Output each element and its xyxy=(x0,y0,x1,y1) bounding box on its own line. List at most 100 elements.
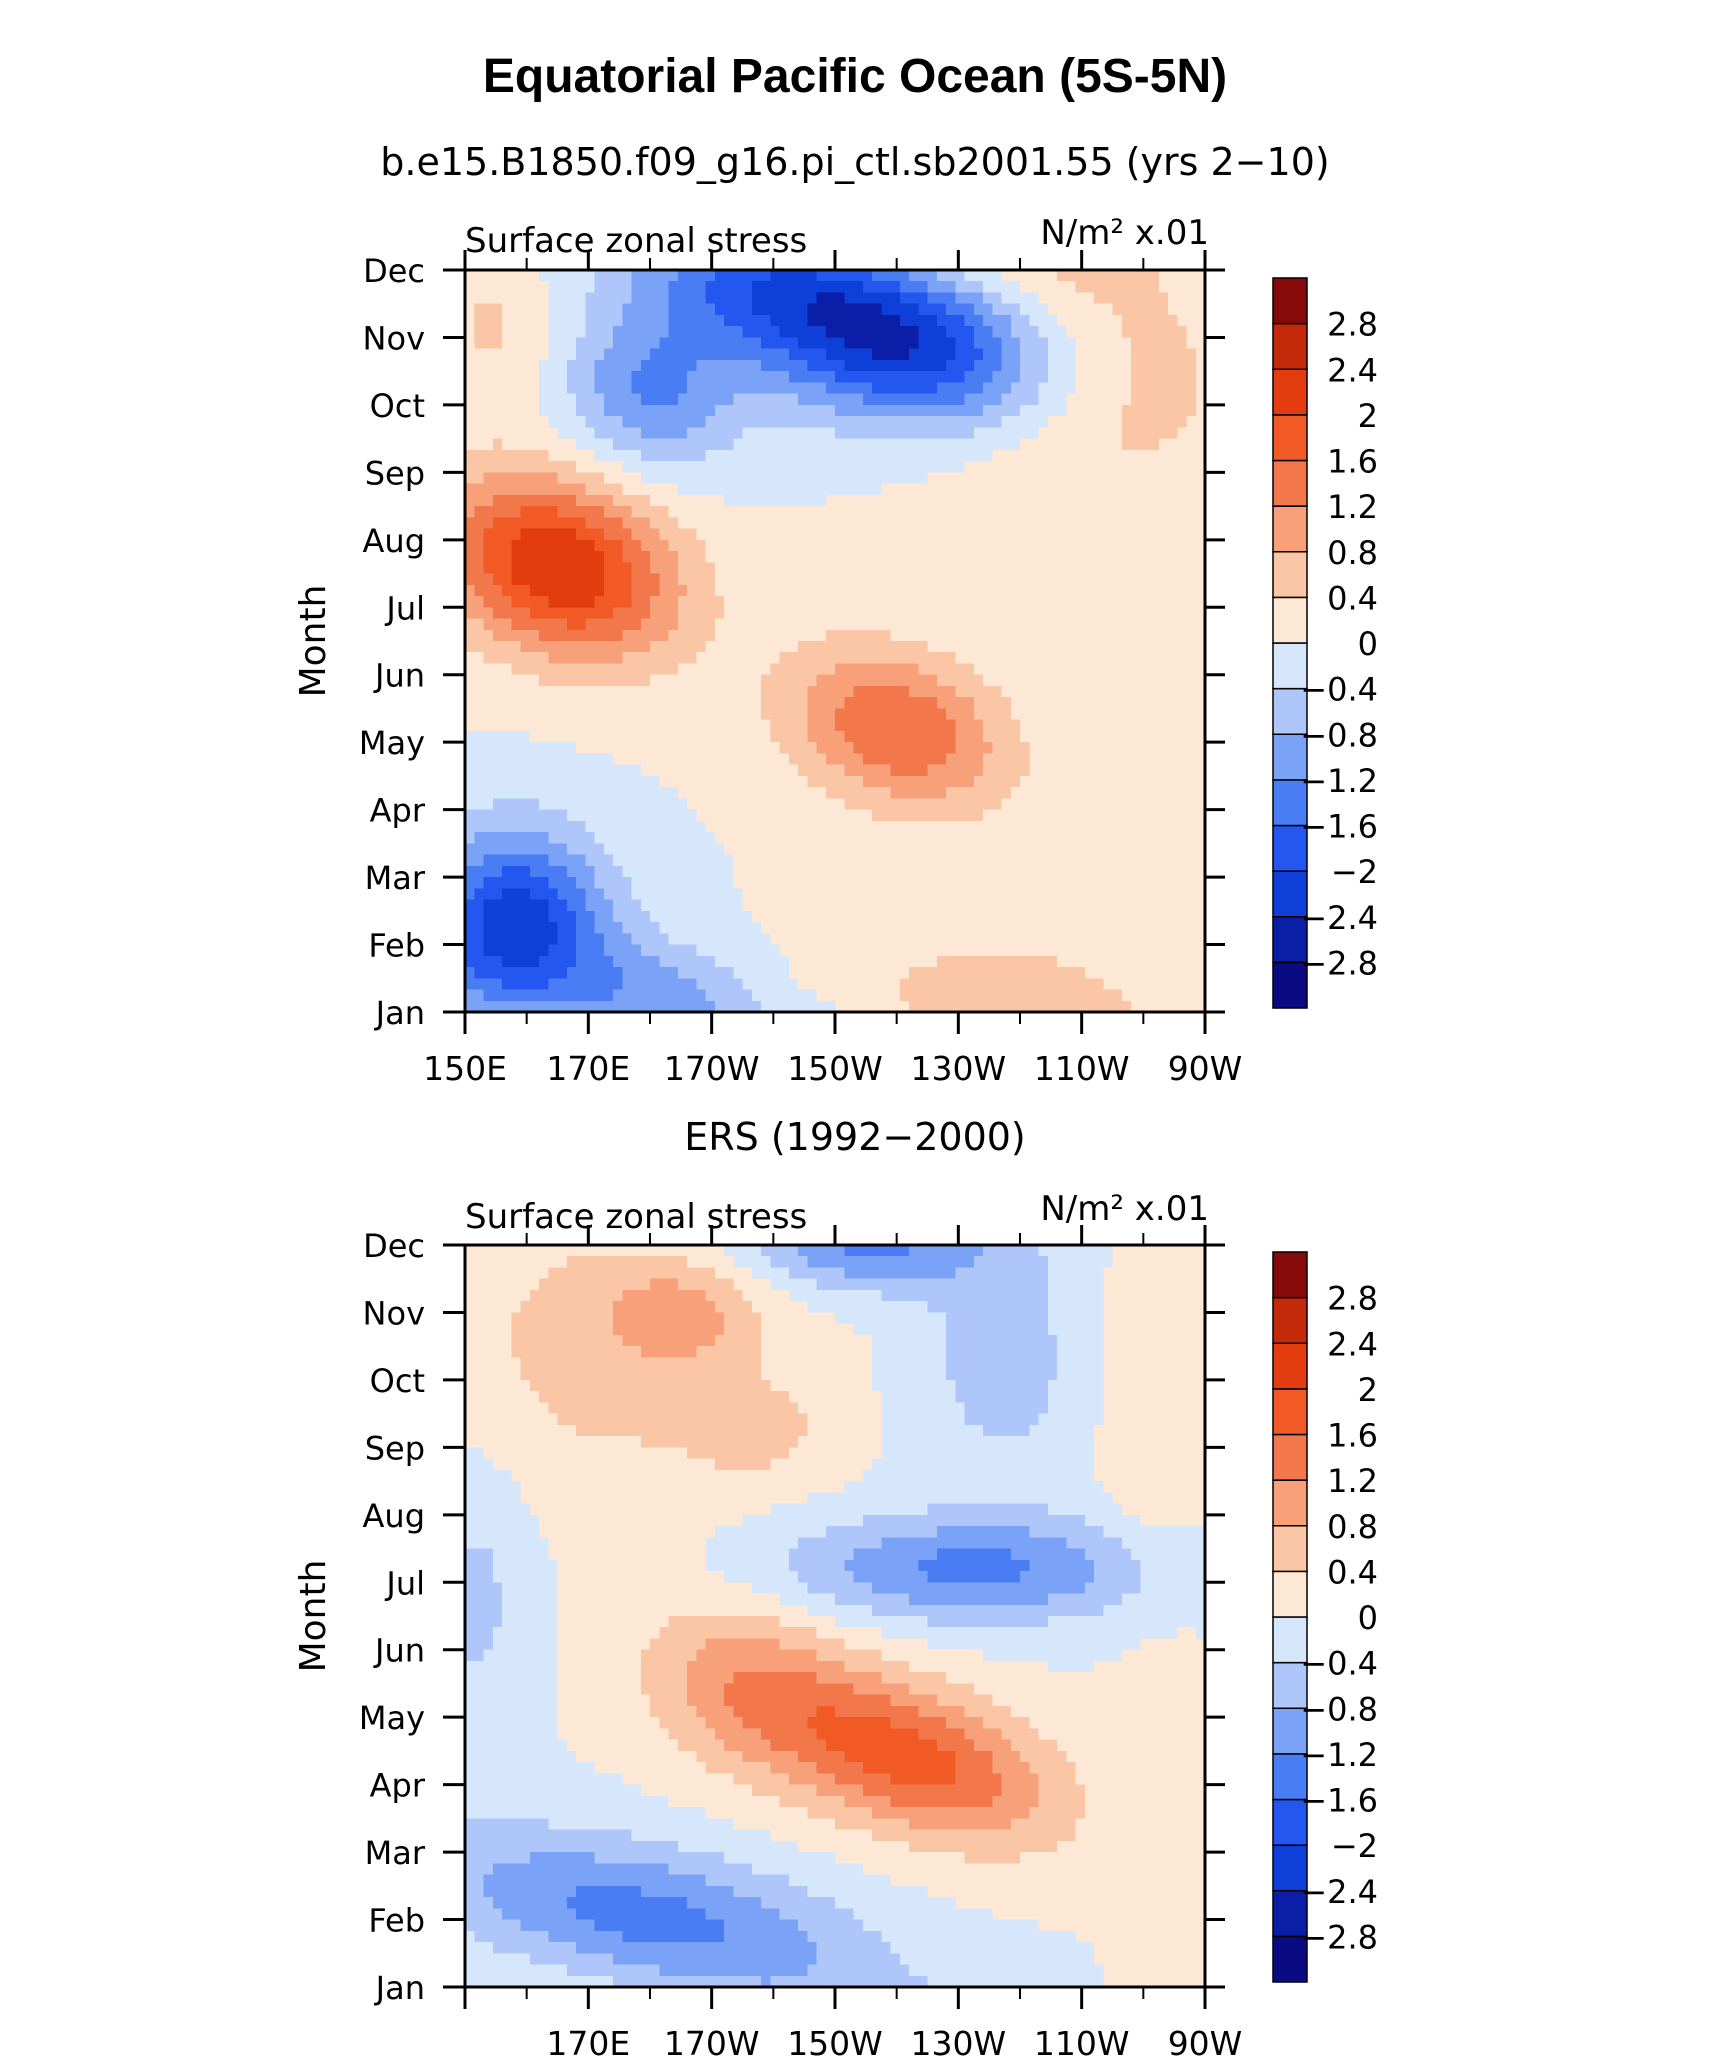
heatmap-cell xyxy=(502,910,512,923)
heatmap-cell xyxy=(890,764,901,777)
heatmap-cell xyxy=(1158,270,1169,282)
heatmap-cell xyxy=(890,359,901,372)
heatmap-cell xyxy=(1075,719,1086,732)
heatmap-cell xyxy=(983,449,993,462)
heatmap-cell xyxy=(1047,348,1058,361)
heatmap-cell xyxy=(927,764,938,777)
heatmap-cell xyxy=(705,787,716,799)
heatmap-cell xyxy=(835,843,845,856)
heatmap-cell xyxy=(862,539,873,552)
heatmap-cell xyxy=(650,910,660,923)
heatmap-cell xyxy=(881,843,892,856)
heatmap-cell xyxy=(761,528,771,541)
heatmap-cell xyxy=(650,449,660,462)
heatmap-cell xyxy=(705,764,716,777)
heatmap-cell xyxy=(1186,798,1197,811)
heatmap-cell xyxy=(539,438,549,451)
heatmap-cell xyxy=(816,787,827,799)
heatmap-cell xyxy=(899,348,910,361)
heatmap-cell xyxy=(816,427,827,440)
heatmap-cell xyxy=(918,573,929,586)
heatmap-cell xyxy=(1140,618,1151,631)
heatmap-cell xyxy=(548,674,559,687)
heatmap-cell xyxy=(862,607,873,620)
heatmap-cell xyxy=(1131,427,1141,440)
heatmap-cell xyxy=(1158,573,1169,586)
heatmap-cell xyxy=(909,551,919,563)
heatmap-cell xyxy=(992,719,1003,732)
heatmap-cell xyxy=(696,832,707,844)
heatmap-cell xyxy=(696,865,707,878)
heatmap-cell xyxy=(1001,461,1012,473)
heatmap-cell xyxy=(761,292,771,305)
heatmap-cell xyxy=(696,843,707,856)
heatmap-cell xyxy=(983,719,993,732)
heatmap-cell xyxy=(798,775,808,788)
heatmap-cell xyxy=(807,685,818,698)
heatmap-cell xyxy=(659,393,670,406)
heatmap-cell xyxy=(1038,719,1049,732)
heatmap-cell xyxy=(983,337,993,350)
heatmap-cell xyxy=(502,652,512,665)
heatmap-cell xyxy=(788,888,799,901)
heatmap-cell xyxy=(927,393,938,406)
heatmap-cell xyxy=(964,393,975,406)
heatmap-cell xyxy=(1195,303,1206,316)
heatmap-cell xyxy=(798,652,808,665)
heatmap-cell xyxy=(714,494,725,507)
heatmap-cell xyxy=(1075,292,1086,305)
heatmap-cell xyxy=(1121,359,1132,372)
heatmap-cell xyxy=(853,270,864,282)
heatmap-cell xyxy=(557,967,568,979)
heatmap-cell xyxy=(492,326,503,339)
heatmap-cell xyxy=(890,742,901,755)
heatmap-cell xyxy=(742,416,753,428)
heatmap-cell xyxy=(983,877,993,889)
heatmap-cell xyxy=(1186,292,1197,305)
heatmap-cell xyxy=(659,629,670,642)
heatmap-cell xyxy=(724,697,734,710)
heatmap-cell xyxy=(1131,865,1141,878)
heatmap-cell xyxy=(742,641,753,653)
heatmap-cell xyxy=(705,798,716,811)
heatmap-cell xyxy=(751,843,762,856)
heatmap-cell xyxy=(613,663,623,676)
heatmap-cell xyxy=(1047,708,1058,721)
heatmap-cell xyxy=(761,719,771,732)
heatmap-cell xyxy=(687,506,697,518)
heatmap-cell xyxy=(862,775,873,788)
heatmap-cell xyxy=(705,584,716,597)
heatmap-cell xyxy=(557,326,568,339)
heatmap-cell xyxy=(594,596,605,608)
heatmap-cell xyxy=(1047,382,1058,395)
heatmap-cell xyxy=(955,809,966,822)
heatmap-cell xyxy=(853,854,864,867)
heatmap-cell xyxy=(557,865,568,878)
heatmap-cell xyxy=(465,652,475,665)
heatmap-cell xyxy=(677,416,688,428)
heatmap-cell xyxy=(1010,674,1021,687)
heatmap-cell xyxy=(668,292,679,305)
heatmap-cell xyxy=(529,461,540,473)
heatmap-cell xyxy=(807,742,818,755)
heatmap-cell xyxy=(1001,730,1012,743)
heatmap-cell xyxy=(862,843,873,856)
heatmap-cell xyxy=(613,281,623,294)
heatmap-cell xyxy=(502,314,512,327)
heatmap-cell xyxy=(807,753,818,766)
heatmap-cell xyxy=(807,449,818,462)
heatmap-cell xyxy=(835,933,845,946)
heatmap-cell xyxy=(973,933,984,946)
heatmap-cell xyxy=(1186,427,1197,440)
heatmap-cell xyxy=(816,494,827,507)
heatmap-cell xyxy=(705,697,716,710)
heatmap-cell xyxy=(955,416,966,428)
heatmap-cell xyxy=(529,820,540,833)
heatmap-cell xyxy=(659,618,670,631)
heatmap-cell xyxy=(1010,697,1021,710)
heatmap-cell xyxy=(465,865,475,878)
heatmap-cell xyxy=(1075,753,1086,766)
heatmap-cell xyxy=(909,270,919,282)
heatmap-cell xyxy=(1140,292,1151,305)
